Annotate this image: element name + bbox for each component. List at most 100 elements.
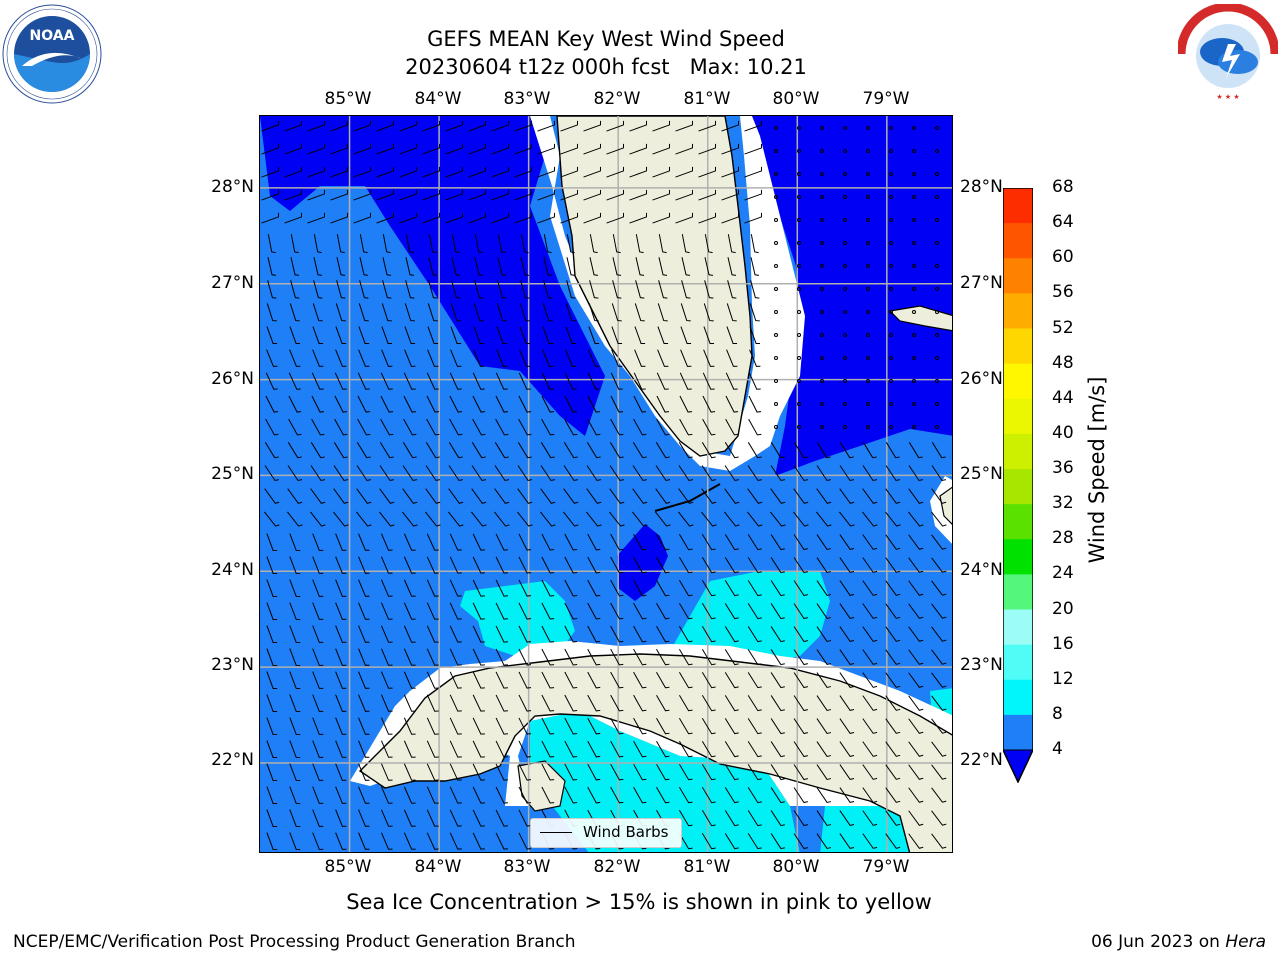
wind-barb xyxy=(587,418,601,436)
wind-barb xyxy=(403,579,416,597)
wind-barb xyxy=(427,326,439,345)
wind-barb xyxy=(381,694,393,712)
lon-label-top: 85°W xyxy=(324,89,372,109)
wind-barb xyxy=(889,126,894,130)
wind-barb xyxy=(862,442,877,459)
wind-barb xyxy=(770,626,785,643)
wind-barb xyxy=(588,303,599,322)
wind-barb xyxy=(652,212,671,224)
wind-barb xyxy=(403,717,416,735)
wind-barb xyxy=(451,234,460,254)
wind-barb xyxy=(629,166,648,178)
wind-barb xyxy=(889,264,894,268)
wind-barb xyxy=(399,212,418,224)
wind-barb xyxy=(885,649,901,665)
wind-barb xyxy=(445,166,464,178)
wind-barb xyxy=(445,120,464,132)
wind-barb xyxy=(866,241,871,245)
strong-region-south-cuba xyxy=(530,711,800,852)
wind-barb xyxy=(724,787,739,804)
wind-barb xyxy=(311,395,325,413)
wind-barb xyxy=(747,649,762,666)
wind-barb xyxy=(610,717,624,735)
wind-barb xyxy=(912,264,917,268)
wind-barb xyxy=(820,264,825,268)
wind-barb xyxy=(583,212,602,224)
wind-barb xyxy=(724,810,739,827)
wind-barb xyxy=(885,718,901,734)
colorbar-segment xyxy=(1003,293,1033,329)
wind-barb xyxy=(866,425,871,429)
wind-barb xyxy=(843,379,848,383)
wind-barb xyxy=(448,488,464,504)
wind-barb xyxy=(931,603,947,619)
colorbar-segment xyxy=(1003,223,1033,259)
wind-barb xyxy=(701,557,716,574)
wind-barb xyxy=(450,326,462,345)
wind-barb xyxy=(774,287,779,291)
wind-barb xyxy=(356,511,372,527)
wind-barb xyxy=(843,264,848,268)
wind-barb xyxy=(518,717,532,735)
wind-barb xyxy=(518,395,532,413)
wind-barb xyxy=(583,189,602,201)
wind-barb xyxy=(496,326,508,345)
wind-barb xyxy=(866,379,871,383)
wind-barb xyxy=(747,695,762,712)
wind-barb xyxy=(866,333,871,337)
wind-barb xyxy=(748,372,761,390)
wind-barb xyxy=(770,718,785,735)
wind-barb xyxy=(353,189,372,201)
wind-barb xyxy=(633,694,647,712)
colorbar-segment xyxy=(1003,714,1033,751)
wind-barb xyxy=(587,625,601,643)
wind-barb xyxy=(289,602,301,620)
colorbar-tick-label: 68 xyxy=(1052,177,1074,197)
wind-barb xyxy=(335,786,347,804)
wind-barb xyxy=(289,809,301,827)
wind-barb xyxy=(908,695,924,711)
wind-barb xyxy=(839,741,855,757)
wind-barb xyxy=(563,465,579,482)
wind-barb xyxy=(701,787,716,804)
wind-barb xyxy=(564,602,578,620)
wind-barb xyxy=(264,442,279,459)
wind-barb xyxy=(793,649,808,666)
wind-barb xyxy=(403,648,416,666)
wind-barb xyxy=(518,694,532,712)
wind-barb xyxy=(422,166,441,178)
wind-barb xyxy=(380,395,394,413)
wind-barb xyxy=(494,442,509,459)
wind-barb xyxy=(633,625,647,643)
wind-barb xyxy=(820,218,825,222)
wind-barb xyxy=(885,511,901,527)
wind-barb xyxy=(472,717,485,735)
wind-barb xyxy=(793,465,809,482)
wind-barb xyxy=(494,465,510,482)
colorbar-label: Wind Speed [m/s] xyxy=(1085,376,1109,564)
wind-barb xyxy=(312,763,324,781)
wind-barb xyxy=(380,418,394,436)
wind-barb xyxy=(356,465,372,482)
wind-barb xyxy=(774,149,779,153)
wind-barb xyxy=(908,465,924,482)
wind-barb xyxy=(289,533,301,551)
wind-barb xyxy=(633,395,647,413)
wind-barb xyxy=(310,442,325,459)
wind-barb xyxy=(310,511,326,527)
wind-barb xyxy=(701,442,716,459)
wind-barb xyxy=(403,763,416,781)
wind-barb xyxy=(862,580,878,596)
wind-barb xyxy=(908,557,924,573)
colorbar-tick-label: 48 xyxy=(1052,352,1074,373)
wind-barb xyxy=(541,717,555,735)
wind-barb xyxy=(931,649,947,665)
wind-barb xyxy=(935,264,940,268)
wind-barb xyxy=(839,511,855,527)
wind-barb xyxy=(449,602,462,620)
wind-barb xyxy=(656,717,670,735)
wind-barb xyxy=(820,333,825,337)
wind-barb xyxy=(335,625,347,643)
wind-barb xyxy=(656,625,670,643)
wind-barb xyxy=(307,166,326,178)
